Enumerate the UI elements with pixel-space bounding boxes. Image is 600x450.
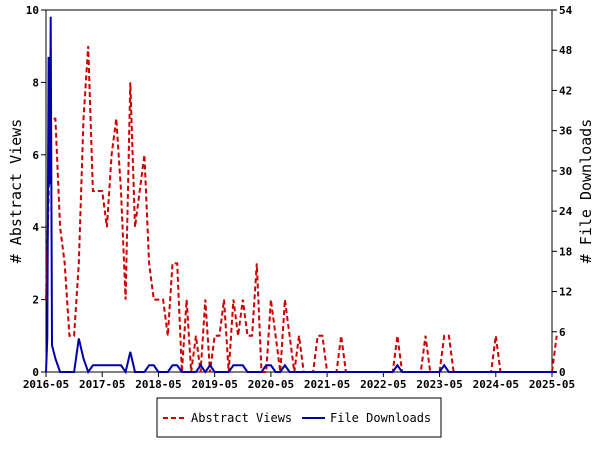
x-tick-label: 2021-05 [304,378,350,391]
left-tick-label: 8 [32,76,39,89]
right-axis-title: # File Downloads [577,119,595,264]
left-tick-label: 2 [32,294,39,307]
legend-box [156,397,442,438]
right-tick-label: 6 [559,326,566,339]
right-tick-label: 0 [559,366,566,379]
right-tick-label: 30 [559,165,572,178]
left-tick-label: 4 [32,221,39,234]
x-tick-label: 2023-05 [416,378,462,391]
left-tick-label: 6 [32,149,39,162]
x-tick-label: 2018-05 [135,378,181,391]
series-line-abstract-views [45,46,558,373]
series-line-file-downloads [45,16,557,375]
legend-label-file-downloads: File Downloads [330,411,431,425]
right-tick-label: 18 [559,245,572,258]
right-tick-label: 12 [559,286,572,299]
right-tick-label: 54 [559,4,573,17]
x-axis-ticks: 2016-05 2017-05 2018-05 2019-05 2020-05 2021-… [23,372,575,391]
plot-area [45,9,553,373]
right-tick-label: 42 [559,84,572,97]
right-tick-label: 48 [559,44,572,57]
legend: Abstract Views File Downloads [156,397,442,438]
left-axis-title: # Abstract Views [7,119,25,264]
x-tick-label: 2022-05 [360,378,406,391]
left-tick-label: 0 [32,366,39,379]
right-tick-label: 36 [559,125,573,138]
x-tick-label: 2017-05 [79,378,125,391]
right-axis-ticks: 0 6 12 18 24 30 36 42 48 54 [552,4,573,379]
x-tick-label: 2020-05 [248,378,294,391]
left-tick-label: 10 [26,4,39,17]
x-tick-label: 2024-05 [473,378,519,391]
x-tick-label: 2019-05 [191,378,237,391]
x-tick-label: 2025-05 [529,378,575,391]
left-axis-ticks: 0 2 4 6 8 10 [26,4,46,379]
x-tick-label: 2016-05 [23,378,69,391]
legend-label-abstract-views: Abstract Views [191,411,292,425]
right-tick-label: 24 [559,205,573,218]
series-layer [45,16,558,375]
